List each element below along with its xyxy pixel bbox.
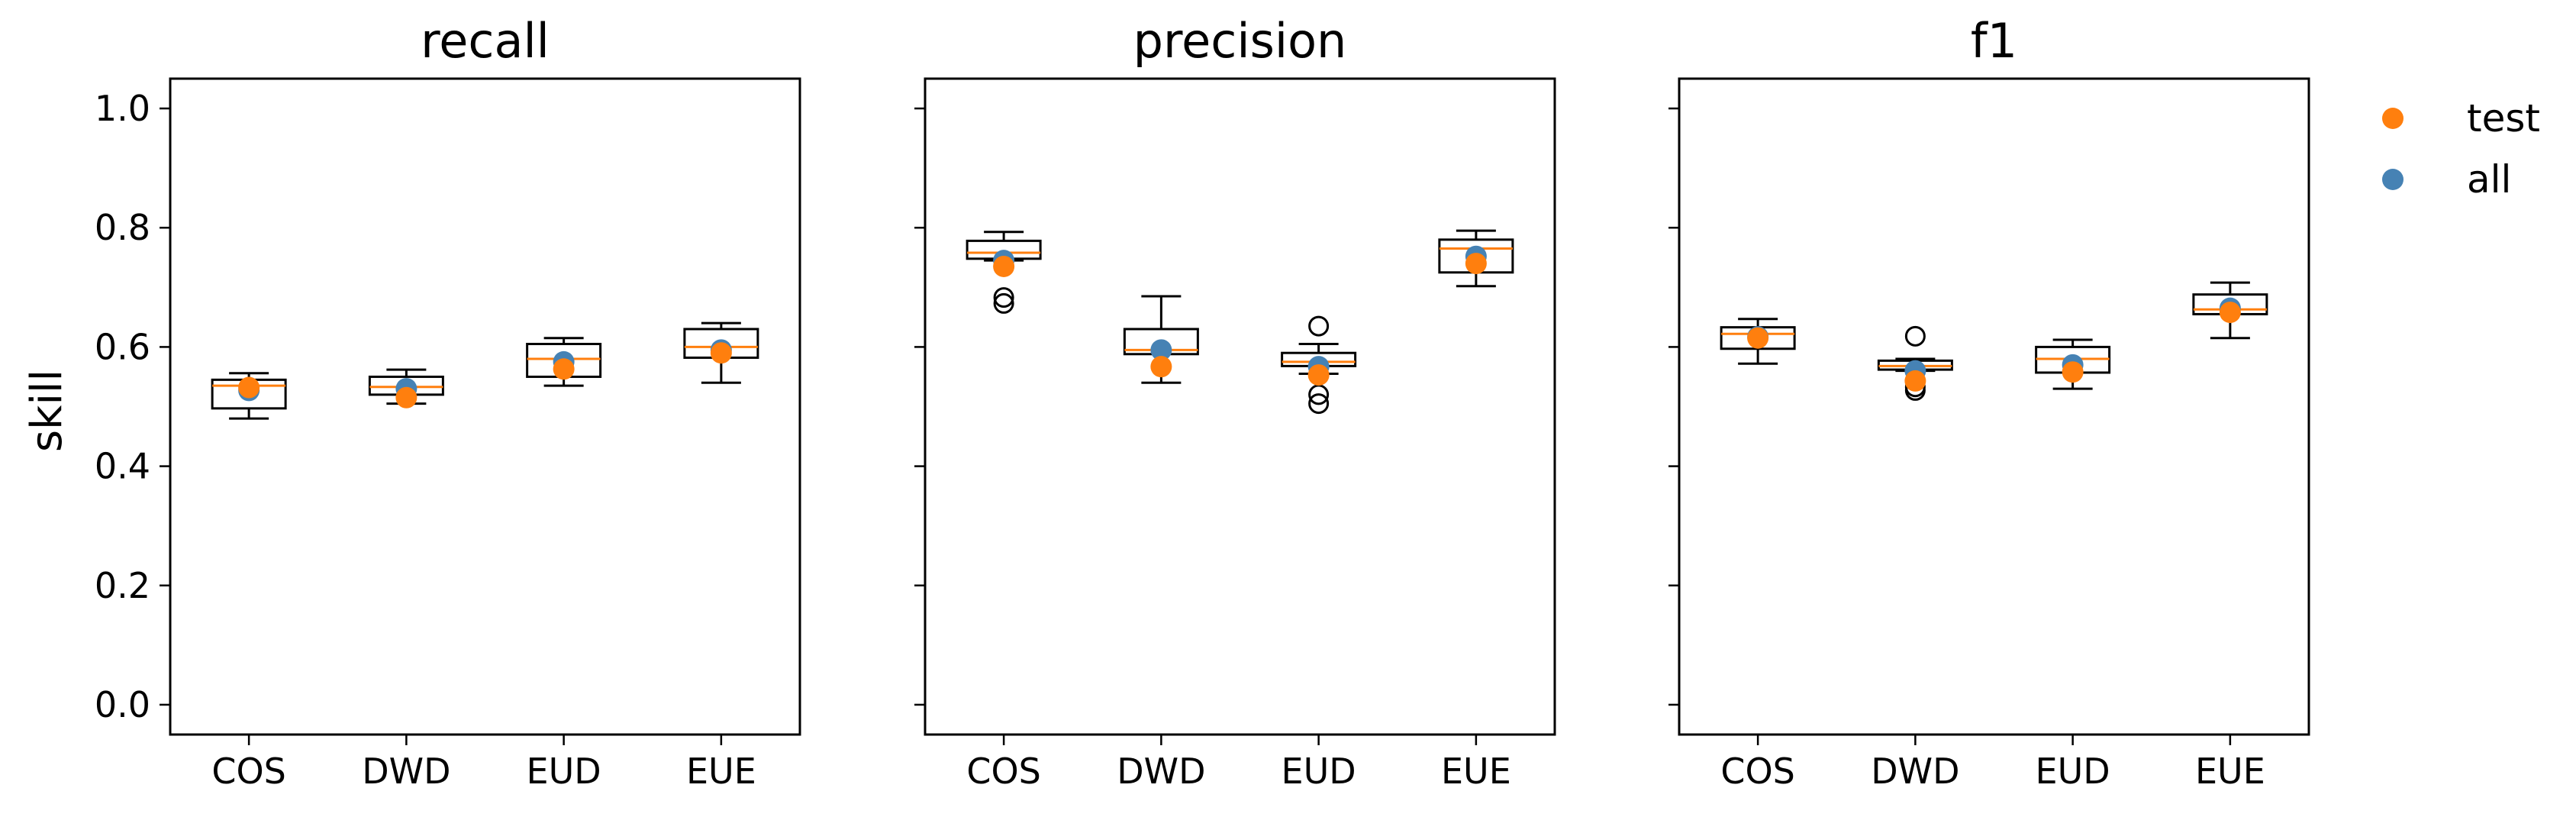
- panel-f1: f1 COS DWD EUD EUE: [1668, 13, 2310, 792]
- panel-precision: precision COS DWD EUD EUE: [914, 13, 1556, 792]
- all-point: [1150, 339, 1172, 361]
- test-point: [2062, 361, 2084, 383]
- y-tick-label: 0.4: [95, 446, 150, 487]
- flier-point: [993, 287, 1014, 308]
- flier-point: [993, 292, 1014, 314]
- test-point: [1465, 253, 1487, 275]
- y-tick-label: 0.2: [95, 565, 150, 606]
- test-point: [993, 255, 1015, 277]
- box-EUE: [2192, 281, 2268, 340]
- test-point: [1747, 327, 1769, 349]
- test-point: [710, 342, 732, 364]
- box-EUD: [1281, 315, 1357, 415]
- legend: test all: [2382, 96, 2540, 202]
- x-tick-label: EUE: [686, 751, 756, 792]
- legend-marker-all: [2382, 169, 2404, 190]
- box-COS: [966, 231, 1042, 314]
- x-tick-label: EUD: [527, 751, 601, 792]
- x-tick-label: COS: [211, 751, 286, 792]
- test-point: [553, 358, 575, 380]
- y-tick-label: 0.6: [95, 326, 150, 367]
- test-point: [1150, 356, 1172, 378]
- box-COS: [211, 372, 287, 420]
- x-tick-label: COS: [1720, 751, 1795, 792]
- box-EUE: [1438, 229, 1514, 288]
- x-tick-label: COS: [966, 751, 1041, 792]
- panel-recall: recall 0.0 0.2 0.4 0.6 0.8 1.0 COS DWD EUD EUE: [95, 13, 801, 792]
- panel-title: f1: [1971, 13, 2017, 69]
- box-EUD: [2035, 338, 2111, 390]
- legend-label-all: all: [2467, 157, 2511, 202]
- legend-label-test: test: [2467, 96, 2540, 140]
- x-tick-label: DWD: [362, 751, 450, 792]
- box-DWD: [1123, 295, 1199, 384]
- box-EUD: [526, 337, 602, 387]
- test-point: [395, 386, 418, 408]
- axes-frame: [1678, 77, 2310, 736]
- y-tick-label: 1.0: [95, 88, 150, 129]
- flier-point: [1308, 393, 1330, 415]
- legend-marker-test: [2382, 108, 2404, 129]
- box-DWD: [368, 368, 444, 408]
- y-tick-label: 0.8: [95, 207, 150, 248]
- x-tick-label: EUE: [1441, 751, 1511, 792]
- x-tick-label: DWD: [1117, 751, 1205, 792]
- x-tick-label: EUE: [2195, 751, 2265, 792]
- panel-title: precision: [1133, 13, 1347, 69]
- y-tick-label: 0.0: [95, 684, 150, 725]
- test-point: [2219, 302, 2241, 324]
- axes-frame: [169, 77, 801, 736]
- box-EUE: [683, 321, 759, 384]
- panel-title: recall: [421, 13, 550, 69]
- test-point: [1904, 370, 1926, 392]
- y-axis-label: skill: [22, 370, 72, 452]
- x-tick-label: EUD: [2036, 751, 2110, 792]
- axes-frame: [924, 77, 1556, 736]
- test-point: [238, 376, 260, 399]
- x-tick-label: DWD: [1871, 751, 1959, 792]
- x-tick-label: EUD: [1282, 751, 1356, 792]
- box-COS: [1720, 318, 1796, 365]
- flier-point: [1308, 315, 1330, 337]
- box-DWD: [1877, 325, 1953, 401]
- flier-point: [1904, 325, 1926, 347]
- test-point: [1307, 364, 1330, 386]
